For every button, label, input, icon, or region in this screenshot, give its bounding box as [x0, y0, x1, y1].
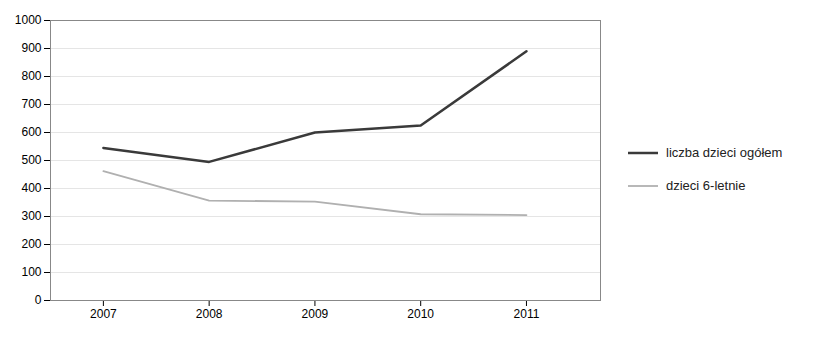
svg-text:700: 700: [21, 97, 41, 111]
svg-text:500: 500: [21, 153, 41, 167]
svg-text:2008: 2008: [196, 307, 223, 321]
svg-text:2010: 2010: [407, 307, 434, 321]
html-text:dzieci 6-letnie: dzieci 6-letnie: [666, 178, 746, 193]
svg-text:2011: 2011: [514, 307, 540, 321]
svg-text:1000: 1000: [15, 13, 42, 27]
html-text:liczba dzieci ogółem: liczba dzieci ogółem: [666, 145, 783, 160]
svg-text:900: 900: [21, 41, 41, 55]
svg-text:400: 400: [21, 181, 41, 195]
svg-text:100: 100: [21, 265, 41, 279]
svg-text:0: 0: [35, 293, 42, 307]
svg-text:2009: 2009: [302, 307, 329, 321]
svg-text:800: 800: [21, 69, 41, 83]
svg-text:300: 300: [21, 209, 41, 223]
svg-text:600: 600: [21, 125, 41, 139]
svg-text:200: 200: [21, 237, 41, 251]
svg-text:2007: 2007: [90, 307, 117, 321]
